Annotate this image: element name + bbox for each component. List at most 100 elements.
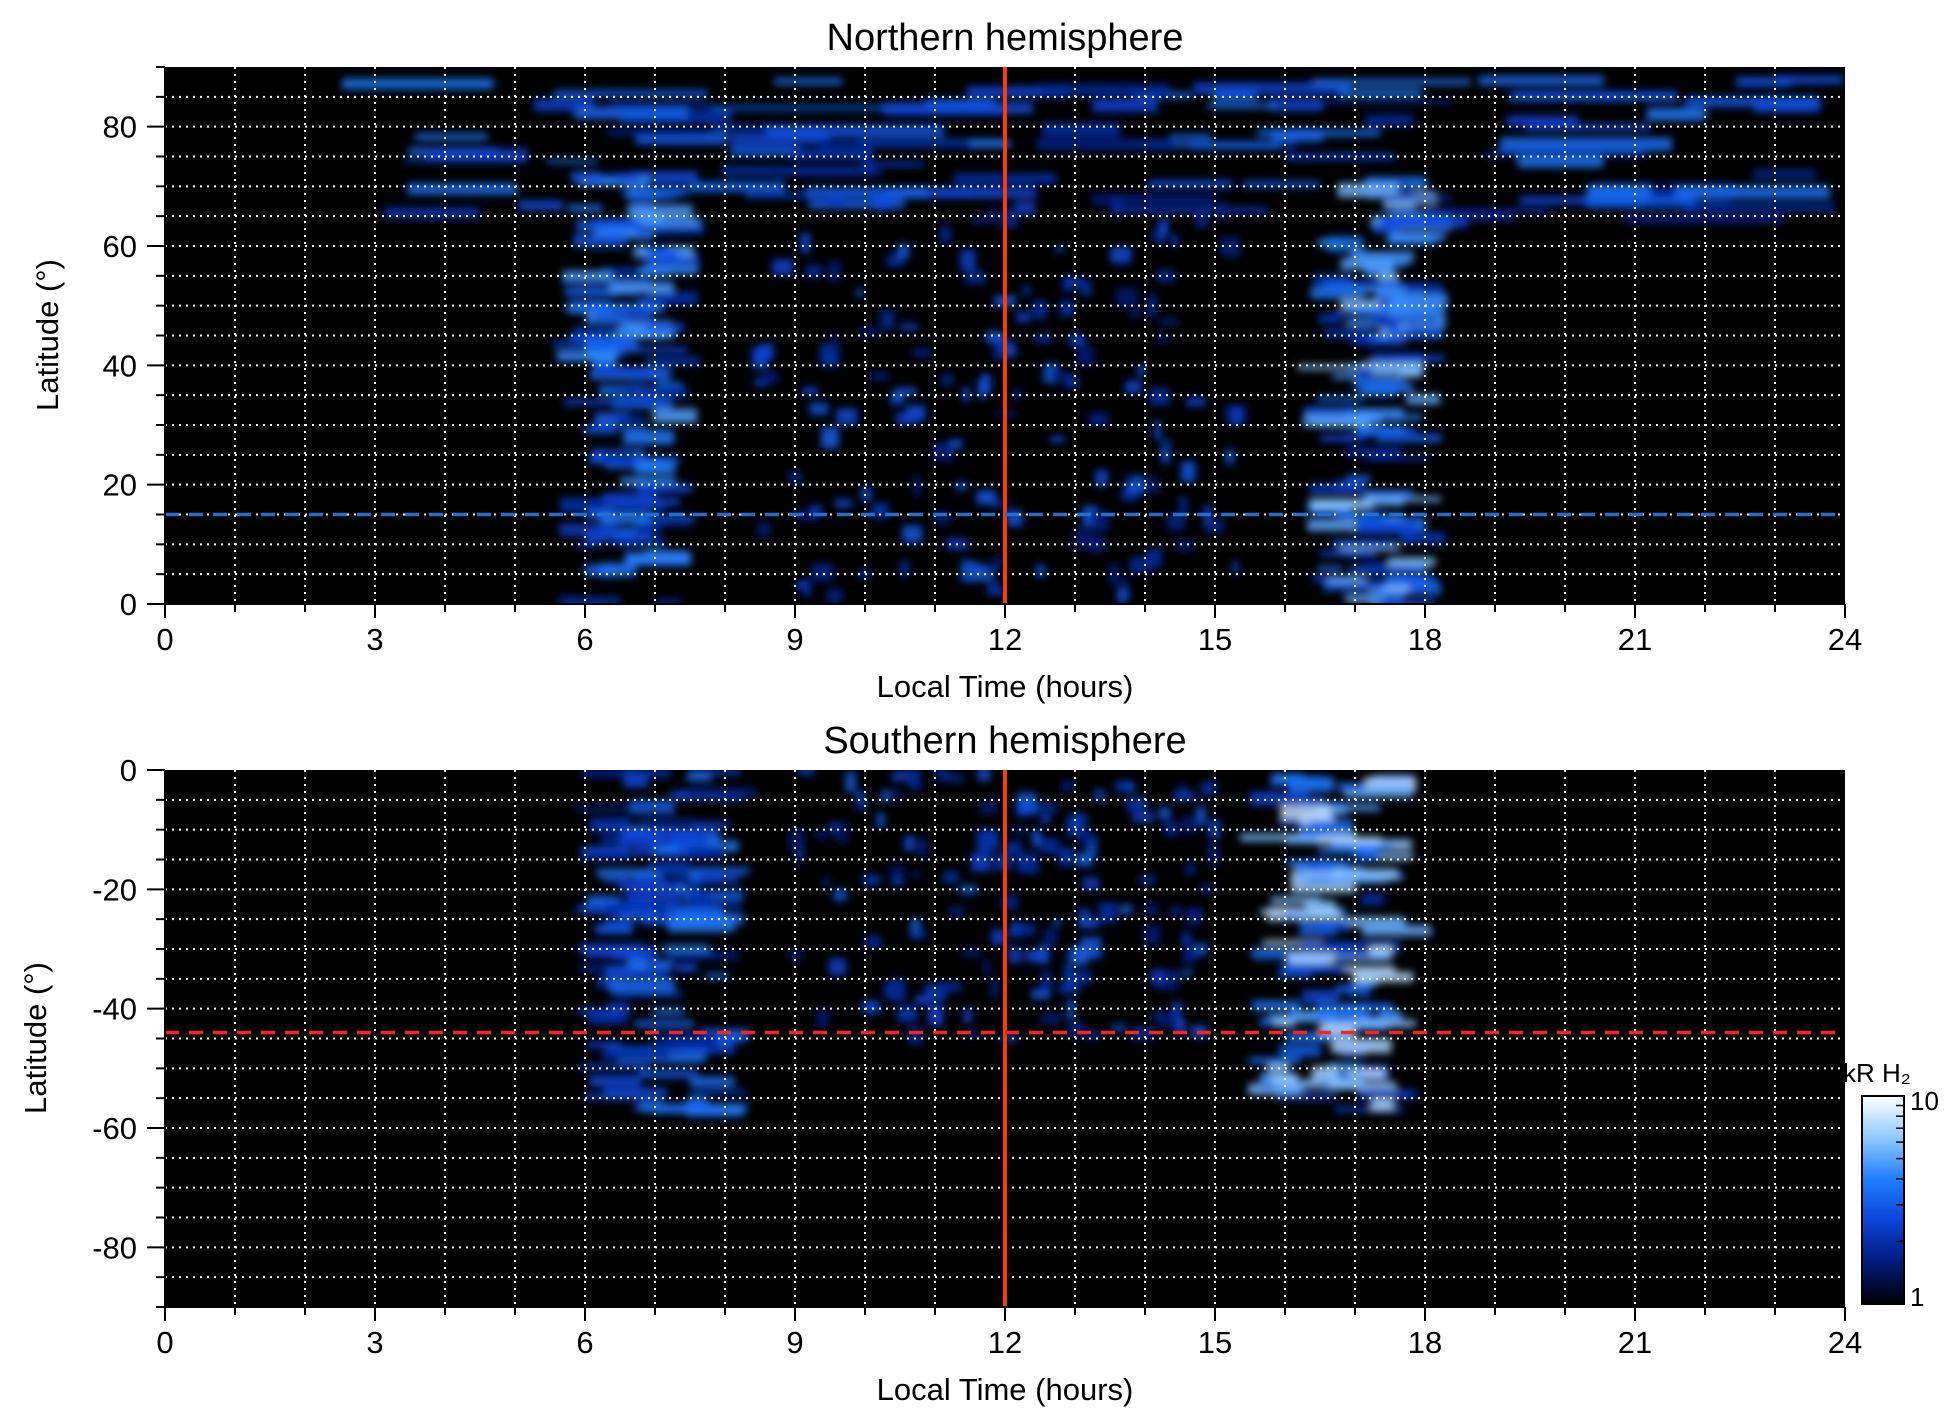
north-heatmap-cell: [414, 133, 488, 141]
north-heatmap-cell: [643, 483, 680, 490]
north-heatmap-cell: [1154, 420, 1162, 440]
north-heatmap-cell: [635, 523, 662, 535]
north-heatmap-cell: [403, 158, 527, 163]
north-heatmap-cell: [1313, 274, 1352, 287]
south-heatmap-cell: [1150, 969, 1164, 985]
south-heatmap-cell: [1318, 847, 1378, 854]
north-y-tick-label: 60: [103, 229, 137, 264]
north-heatmap-cell: [1353, 377, 1404, 389]
north-heatmap-cell: [1352, 521, 1417, 535]
north-heatmap-cell: [583, 307, 648, 314]
north-heatmap-cell: [1316, 395, 1363, 401]
north-heatmap-cell: [1320, 434, 1363, 443]
north-heatmap-cell: [994, 555, 1003, 564]
north-heatmap-cell: [616, 172, 641, 182]
north-heatmap-cell: [754, 378, 769, 387]
south-heatmap-cell: [1251, 1000, 1300, 1011]
south-heatmap-cell: [1007, 946, 1023, 964]
north-heatmap-cell: [971, 216, 991, 224]
south-heatmap-cell: [1041, 838, 1058, 854]
south-heatmap-cell: [915, 995, 933, 1005]
north-heatmap-cell: [795, 580, 808, 590]
north-heatmap-cell: [1379, 216, 1468, 228]
south-heatmap-cell: [959, 885, 978, 895]
north-heatmap-cell: [1373, 223, 1401, 234]
north-heatmap-cell: [881, 102, 1033, 114]
north-heatmap-cell: [1242, 181, 1321, 188]
north-heatmap-cell: [1351, 368, 1373, 379]
north-heatmap-cell: [1042, 122, 1120, 137]
south-heatmap-cell: [1201, 781, 1217, 796]
south-heatmap-cell: [924, 983, 946, 1003]
south-heatmap-cell: [1040, 814, 1051, 824]
north-heatmap-cell: [1499, 137, 1673, 152]
north-heatmap-cell: [1683, 203, 1836, 212]
south-heatmap-cell: [1098, 902, 1118, 923]
north-heatmap-cell: [570, 171, 602, 183]
north-heatmap-cell: [985, 331, 1006, 343]
north-heatmap-cell: [635, 518, 692, 526]
north-heatmap-cell: [1388, 557, 1436, 567]
south-x-tick-label: 9: [786, 1325, 803, 1360]
south-heatmap-cell: [977, 770, 991, 781]
south-heatmap-cell: [689, 1076, 735, 1088]
south-heatmap-cell: [1356, 1019, 1416, 1028]
north-heatmap-cell: [941, 374, 953, 386]
north-heatmap-cell: [1340, 299, 1382, 310]
north-heatmap-cell: [808, 199, 905, 209]
south-heatmap-cell: [1036, 803, 1058, 813]
north-heatmap-cell: [800, 232, 811, 254]
south-heatmap-cell: [1182, 942, 1198, 964]
south-heatmap-cell: [1336, 984, 1358, 994]
south-heatmap-cell: [667, 917, 735, 933]
south-heatmap-cell: [1327, 1082, 1397, 1090]
south-heatmap-cell: [637, 818, 695, 825]
north-heatmap-cell: [1080, 280, 1092, 296]
south-heatmap-cell: [1261, 909, 1294, 916]
south-heatmap-cell: [1040, 971, 1053, 990]
south-heatmap-cell: [654, 1103, 717, 1114]
north-heatmap-cell: [817, 139, 971, 148]
south-heatmap-cell: [1292, 914, 1343, 920]
south-heatmap-cell: [1058, 847, 1074, 866]
south-heatmap-cell: [1069, 970, 1092, 985]
south-heatmap-cell: [1286, 796, 1326, 802]
south-x-tick-label: 6: [576, 1325, 593, 1360]
north-heatmap-cell: [827, 589, 843, 603]
north-heatmap-cell: [1161, 454, 1169, 465]
north-heatmap-cell: [1324, 328, 1373, 339]
north-heatmap-cell: [594, 310, 653, 320]
north-heatmap-cell: [1035, 564, 1046, 578]
north-heatmap-cell: [1348, 305, 1411, 314]
north-heatmap-cell: [913, 476, 920, 496]
north-heatmap-cell: [1486, 151, 1646, 157]
south-heatmap-cell: [1317, 836, 1382, 844]
south-heatmap-cell: [1082, 877, 1099, 891]
south-heatmap-cell: [696, 1037, 745, 1044]
south-heatmap-cell: [1333, 868, 1399, 881]
south-x-tick-label: 24: [1828, 1325, 1862, 1360]
south-heatmap-cell: [948, 905, 966, 918]
south-heatmap-cell: [1076, 853, 1093, 867]
north-heatmap-cell: [1647, 107, 1707, 121]
north-heatmap-cell: [616, 503, 666, 512]
north-heatmap-cell: [1517, 155, 1604, 168]
north-heatmap-cell: [1055, 245, 1064, 253]
north-heatmap-cell: [1036, 138, 1176, 151]
north-heatmap-cell: [1387, 232, 1445, 242]
north-heatmap-cell: [768, 169, 882, 177]
north-heatmap-cell: [582, 425, 618, 435]
north-heatmap-cell: [599, 527, 653, 538]
north-heatmap-cell: [573, 234, 627, 248]
south-heatmap-cell: [1062, 781, 1071, 793]
south-heatmap-cell: [1094, 789, 1105, 802]
north-heatmap-cell: [1091, 194, 1216, 205]
north-heatmap-cell: [1776, 75, 1844, 85]
north-heatmap-cell: [1147, 180, 1233, 188]
north-heatmap-cell: [1345, 447, 1402, 458]
north-heatmap-cell: [1332, 373, 1358, 379]
north-heatmap-cell: [563, 398, 612, 406]
south-heatmap-cell: [1327, 1063, 1363, 1072]
south-heatmap-cell: [650, 959, 674, 970]
north-heatmap-cell: [1011, 391, 1022, 398]
